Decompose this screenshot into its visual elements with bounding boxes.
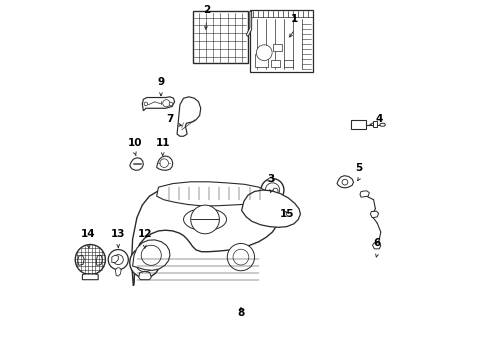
Circle shape (141, 245, 161, 265)
Circle shape (261, 179, 284, 202)
Circle shape (113, 255, 123, 265)
Bar (271, 60, 280, 67)
Text: 4: 4 (374, 114, 382, 125)
Polygon shape (267, 177, 274, 182)
Polygon shape (379, 123, 385, 126)
Circle shape (233, 249, 248, 265)
Polygon shape (139, 271, 151, 280)
Polygon shape (149, 257, 154, 267)
Polygon shape (135, 257, 140, 267)
Text: 11: 11 (155, 138, 170, 148)
Polygon shape (140, 244, 149, 249)
Polygon shape (132, 240, 169, 270)
Polygon shape (142, 97, 174, 111)
Bar (255, 54, 267, 67)
Text: 13: 13 (111, 229, 125, 239)
Polygon shape (96, 255, 102, 265)
Polygon shape (82, 274, 98, 280)
Polygon shape (241, 190, 300, 227)
Text: 7: 7 (166, 114, 173, 125)
Circle shape (341, 179, 347, 185)
Circle shape (141, 259, 148, 266)
Circle shape (227, 243, 254, 271)
Circle shape (169, 102, 172, 106)
Polygon shape (115, 268, 121, 276)
Bar (192, 12, 247, 63)
Text: 9: 9 (157, 77, 164, 87)
Circle shape (163, 100, 169, 107)
Polygon shape (156, 156, 172, 170)
Bar (372, 121, 376, 127)
Polygon shape (372, 243, 380, 249)
Text: 14: 14 (81, 229, 96, 239)
Circle shape (129, 247, 160, 278)
Bar (351, 121, 366, 129)
Circle shape (108, 249, 128, 270)
Circle shape (190, 205, 219, 234)
Bar (273, 44, 282, 51)
Circle shape (160, 159, 168, 167)
Text: 3: 3 (267, 174, 274, 184)
Circle shape (144, 102, 147, 106)
Text: 1: 1 (290, 14, 298, 24)
Text: 8: 8 (237, 308, 244, 318)
Polygon shape (246, 12, 251, 37)
Text: 6: 6 (373, 238, 380, 248)
Circle shape (256, 45, 271, 60)
Bar (249, 10, 312, 72)
Polygon shape (156, 182, 268, 206)
Polygon shape (369, 211, 378, 218)
Text: 12: 12 (137, 229, 152, 239)
Polygon shape (78, 255, 84, 265)
Text: 5: 5 (355, 163, 362, 173)
Polygon shape (177, 97, 201, 136)
Polygon shape (273, 188, 278, 194)
Text: 15: 15 (280, 210, 294, 220)
Polygon shape (129, 158, 143, 170)
Text: 2: 2 (203, 5, 210, 15)
Polygon shape (112, 255, 118, 262)
Polygon shape (131, 187, 277, 286)
Circle shape (135, 253, 154, 272)
Polygon shape (336, 176, 353, 188)
Circle shape (75, 244, 105, 275)
Text: 10: 10 (128, 138, 142, 148)
Ellipse shape (183, 208, 226, 230)
Bar (284, 60, 292, 67)
Polygon shape (359, 191, 368, 197)
Circle shape (265, 183, 279, 197)
